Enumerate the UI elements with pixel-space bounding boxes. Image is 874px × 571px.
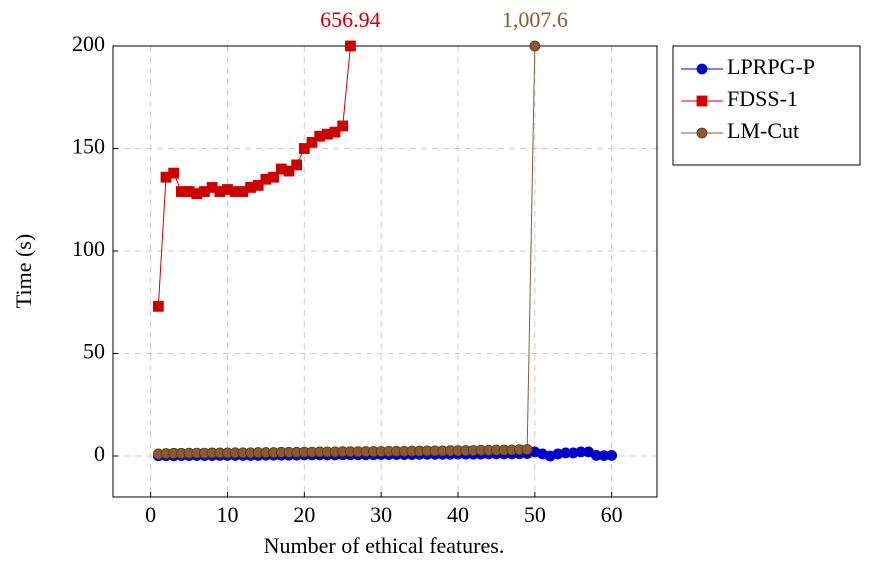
point	[152, 300, 164, 312]
data-label: 1,007.6	[502, 7, 568, 32]
x-tick-label: 0	[145, 502, 156, 527]
x-tick-label: 20	[293, 502, 315, 527]
x-tick-label: 30	[370, 502, 392, 527]
y-tick-label: 200	[72, 31, 105, 56]
line	[157, 45, 351, 307]
point	[168, 167, 180, 179]
point	[252, 179, 264, 191]
y-tick-label: 50	[83, 339, 105, 364]
x-tick-label: 40	[447, 502, 469, 527]
legend-label: LPRPG-P	[727, 54, 815, 79]
point	[283, 165, 295, 177]
x-tick-label: 60	[601, 502, 623, 527]
line	[158, 45, 536, 455]
point	[337, 120, 349, 132]
point	[345, 40, 356, 52]
data-label: 656.94	[320, 7, 381, 32]
legend-marker	[696, 63, 708, 75]
plot-frame	[112, 45, 658, 498]
legend-marker	[696, 127, 708, 139]
y-tick-label: 0	[94, 441, 105, 466]
point	[306, 136, 318, 148]
point	[291, 159, 303, 171]
y-axis-label: Time (s)	[11, 234, 36, 308]
point	[329, 126, 341, 138]
legend-label: FDSS-1	[727, 86, 798, 111]
legend-marker	[696, 95, 708, 107]
legend-label: LM-Cut	[727, 118, 799, 143]
point	[521, 444, 533, 455]
point	[529, 40, 541, 52]
point	[298, 143, 310, 154]
x-tick-label: 50	[524, 502, 546, 527]
point	[268, 171, 279, 183]
y-tick-label: 100	[72, 236, 105, 261]
y-tick-label: 150	[72, 134, 105, 159]
point	[606, 449, 618, 461]
x-axis-label: Number of ethical features.	[264, 533, 505, 558]
x-tick-label: 10	[216, 502, 238, 527]
